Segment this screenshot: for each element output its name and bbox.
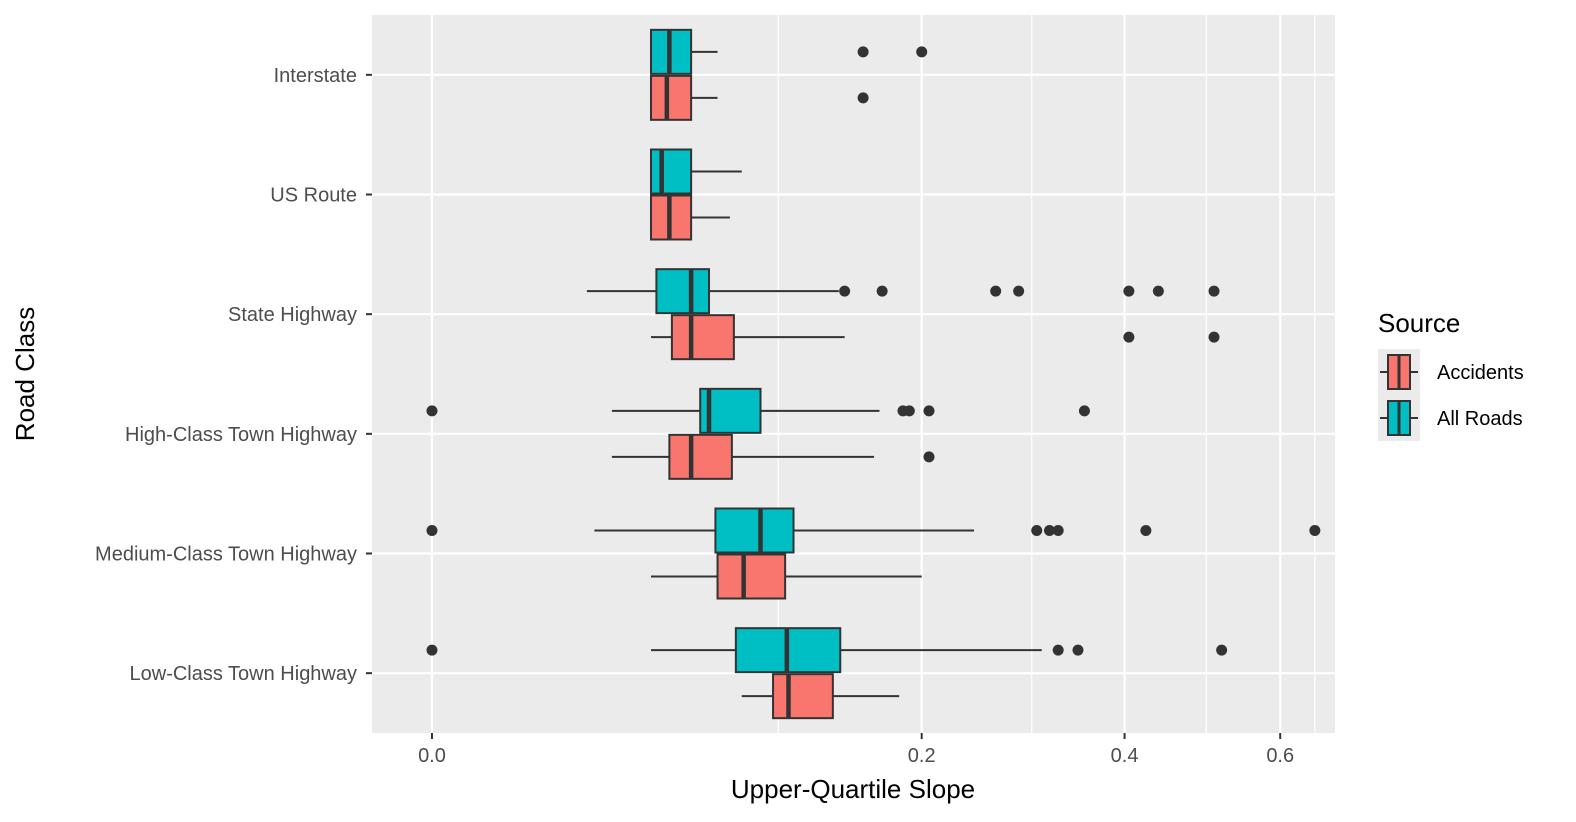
x-tick-label: 0.4: [1111, 745, 1139, 767]
box-layer: [426, 28, 1321, 720]
legend-title: Source: [1378, 308, 1460, 338]
y-tick-label: High-Class Town Highway: [125, 424, 357, 446]
x-tick-label: 0.0: [418, 745, 446, 767]
iqr-box: [668, 433, 733, 480]
iqr-box: [670, 314, 735, 361]
y-axis-title: Road Class: [10, 307, 40, 441]
legend-label: All Roads: [1437, 408, 1523, 430]
outlier-point: [1052, 525, 1064, 536]
outlier-point: [1208, 331, 1220, 343]
iqr-box: [649, 148, 693, 195]
outlier-point: [876, 285, 888, 297]
legend-label: Accidents: [1437, 362, 1524, 384]
outlier-point: [1152, 285, 1164, 297]
outlier-point: [1072, 644, 1084, 656]
outlier-point: [426, 405, 438, 417]
box-all-roads: [426, 507, 1321, 554]
y-tick-label: Low-Class Town Highway: [130, 663, 358, 685]
outlier-point: [916, 46, 928, 58]
outlier-point: [1123, 331, 1135, 343]
outlier-point: [923, 451, 935, 463]
box-all-roads: [426, 627, 1228, 674]
legend-item: Accidents: [1378, 349, 1524, 395]
outlier-point: [1078, 405, 1090, 417]
outlier-point: [1140, 525, 1152, 536]
iqr-box: [649, 74, 693, 121]
iqr-box: [655, 268, 711, 315]
y-tick-label: Medium-Class Town Highway: [95, 544, 357, 566]
x-axis: 0.0 0.2 0.4 0.6: [418, 733, 1294, 767]
outlier-point: [1208, 285, 1220, 297]
outlier-point: [1052, 644, 1064, 656]
outlier-point: [857, 92, 869, 104]
box-accidents: [649, 194, 730, 241]
outlier-point: [1044, 525, 1056, 536]
outlier-point: [1309, 525, 1321, 536]
iqr-box: [716, 553, 787, 600]
outlier-point: [903, 405, 915, 417]
outlier-point: [839, 285, 851, 297]
x-axis-title: Upper-Quartile Slope: [731, 774, 975, 804]
y-axis: Interstate US Route State Highway High-Clas…: [95, 65, 372, 685]
box-accidents: [650, 553, 922, 600]
legend-item: All Roads: [1378, 395, 1523, 441]
y-tick-label: US Route: [270, 185, 357, 207]
outlier-point: [426, 644, 438, 656]
outlier-point: [857, 46, 869, 58]
plot-panel: [372, 15, 1335, 733]
box-accidents: [649, 74, 869, 121]
box-all-roads: [649, 28, 928, 75]
y-tick-label: Interstate: [274, 65, 357, 87]
outlier-point: [1013, 285, 1025, 297]
outlier-point: [1031, 525, 1043, 536]
grid-lines: [372, 15, 1335, 733]
iqr-box: [714, 507, 795, 554]
box-all-roads: [586, 268, 1220, 315]
box-all-roads: [649, 148, 742, 195]
legend: Source Accidents All Roads: [1378, 308, 1524, 441]
outlier-point: [923, 405, 935, 417]
box-accidents: [741, 673, 900, 720]
box-all-roads: [426, 387, 1090, 434]
box-accidents: [611, 433, 935, 480]
box-accidents: [650, 314, 1220, 361]
y-tick-label: State Highway: [228, 304, 357, 326]
outlier-point: [1216, 644, 1228, 656]
outlier-point: [426, 525, 438, 536]
outlier-point: [990, 285, 1002, 297]
outlier-point: [1123, 285, 1135, 297]
x-tick-label: 0.2: [908, 745, 936, 767]
x-tick-label: 0.6: [1266, 745, 1294, 767]
iqr-box: [772, 673, 834, 720]
